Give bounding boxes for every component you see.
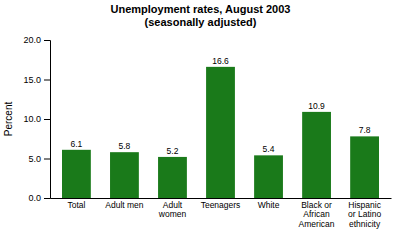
tick-mark <box>44 159 50 160</box>
bar <box>62 150 91 198</box>
data-label: 16.6 <box>212 56 229 66</box>
y-axis: 0.0 5.0 10.0 15.0 20.0 <box>23 35 50 203</box>
tick-mark <box>44 198 50 199</box>
data-label: 5.8 <box>119 141 131 151</box>
tick: 15.0 <box>23 75 50 85</box>
tick-label: 15.0 <box>23 75 41 85</box>
tick: 20.0 <box>23 35 50 45</box>
bar <box>206 67 235 198</box>
bar <box>302 112 331 198</box>
tick: Adultwomen <box>158 200 187 219</box>
chart: Unemployment rates, August 2003(seasonal… <box>0 0 401 238</box>
bar <box>158 157 187 198</box>
tick-label: Hispanicor Latinoethnicity <box>348 200 382 229</box>
tick: Black orAfricanAmerican <box>299 200 335 229</box>
tick-label: 10.0 <box>23 114 41 124</box>
tick-label: 0.0 <box>28 193 41 203</box>
bar <box>110 152 139 198</box>
tick: Teenagers <box>201 200 241 210</box>
tick-label: White <box>258 200 280 210</box>
tick: 10.0 <box>23 114 50 124</box>
data-label: 5.4 <box>263 144 275 154</box>
axis-line <box>44 41 51 199</box>
x-axis: Total Adult men Adultwomen Teenagers White Bl… <box>51 199 392 229</box>
tick-label: Teenagers <box>201 200 241 210</box>
tick-mark <box>44 80 50 81</box>
tick-mark <box>44 40 50 41</box>
tick-label: Adult men <box>105 200 144 210</box>
tick-label: Black orAfricanAmerican <box>299 200 335 229</box>
data-label: 10.9 <box>308 101 325 111</box>
data-labels: 6.1 5.8 5.2 16.6 5.4 10.9 7.8 <box>71 56 371 156</box>
tick-label: Adultwomen <box>158 200 187 219</box>
plot: 0.0 5.0 10.0 15.0 20.0 Total Adult men Adultwom… <box>23 35 391 228</box>
bars <box>62 67 379 198</box>
tick-label: Total <box>67 200 85 210</box>
tick-label: 5.0 <box>28 154 41 164</box>
axis-line <box>51 198 392 199</box>
title: Unemployment rates, August 2003(seasonal… <box>111 3 291 28</box>
tick-label: 20.0 <box>23 35 41 45</box>
tick-mark <box>44 119 50 120</box>
tick: White <box>258 200 280 210</box>
tick: 0.0 <box>28 193 50 203</box>
tick: 5.0 <box>28 154 50 164</box>
data-label: 5.2 <box>167 146 179 156</box>
bar <box>254 155 283 198</box>
bar <box>350 136 379 198</box>
axis-title: Percent <box>3 102 14 137</box>
tick: Total <box>67 200 85 210</box>
data-label: 6.1 <box>71 139 83 149</box>
data-label: 7.8 <box>359 125 371 135</box>
tick: Adult men <box>105 200 144 210</box>
tick: Hispanicor Latinoethnicity <box>348 200 382 229</box>
